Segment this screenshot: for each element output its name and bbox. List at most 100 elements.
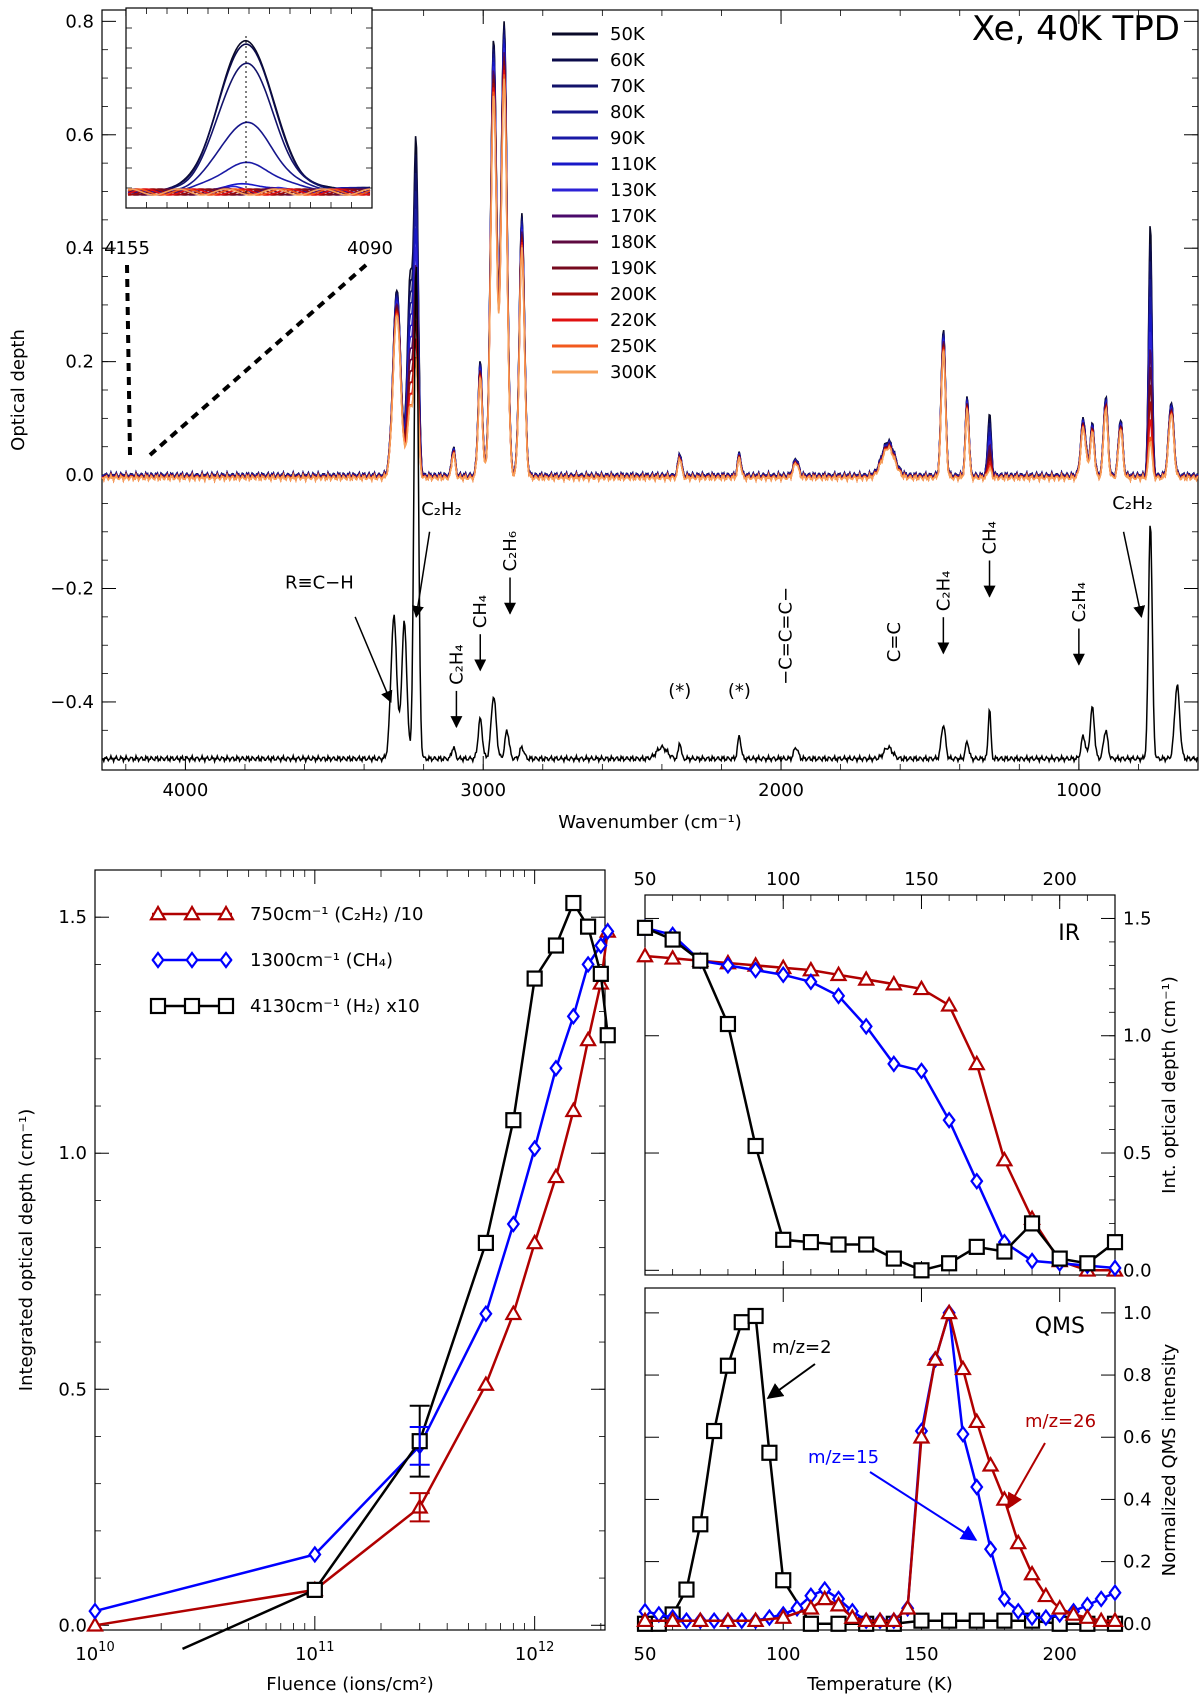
qms-y-tick-label: 0.0	[1123, 1614, 1152, 1635]
fluence-y-tick-label: 1.5	[58, 907, 87, 928]
spectra-x-label: Wavenumber (cm⁻¹)	[558, 812, 742, 833]
qms-point	[1023, 1564, 1041, 1581]
ir-point	[636, 946, 654, 963]
ir-point	[1025, 1252, 1039, 1270]
ir-point	[804, 972, 818, 991]
ir-point	[1051, 1250, 1068, 1267]
x-tick-label: 3000	[460, 780, 506, 801]
qms-arrow-mz15	[869, 1471, 978, 1541]
qms-y-tick-label: 1.0	[1123, 1303, 1152, 1324]
qms-point	[913, 1612, 930, 1629]
qms-series-line	[644, 1312, 1116, 1622]
qms-point	[926, 1350, 945, 1366]
ir-panel: 0.0 0.5 1.0 1.5 50 100 150 200 IR Int. optical …	[634, 869, 1180, 1281]
annotation-c2h2-right-label: C₂H₂	[1112, 493, 1153, 514]
inset-line	[127, 188, 371, 196]
ir-frame	[644, 894, 1116, 1276]
ir-point	[802, 1234, 819, 1251]
fluence-point	[525, 1233, 544, 1250]
ir-x-tick-label: 150	[904, 869, 938, 890]
inset-frame	[125, 7, 373, 209]
qms-y-tick-label: 0.2	[1123, 1552, 1152, 1573]
ir-point	[636, 919, 654, 936]
y-tick-label: −0.4	[50, 692, 94, 713]
qms-label-mz15: m/z=15	[808, 1447, 879, 1468]
ir-point	[996, 1243, 1013, 1260]
difference-spectrum-line	[101, 266, 1199, 765]
ir-point	[776, 965, 790, 984]
figure-title: Xe, 40K TPD	[972, 9, 1180, 49]
vertical-label: −C=C=C−	[776, 587, 797, 685]
ir-point	[830, 1236, 847, 1253]
ir-series-line	[644, 926, 1116, 1272]
spectra-panel: Xe, 40K TPD 0.8 0.6 0.4 0.2 0.0 −0.2 −0.4 4000…	[8, 7, 1199, 833]
legend-label-180K: 180K	[610, 232, 657, 253]
qms-point	[663, 1611, 682, 1628]
tick-exponent: 12	[538, 1640, 555, 1655]
fluence-series-line	[94, 931, 609, 1627]
legend-label-200K: 200K	[610, 284, 657, 305]
fluence-point	[528, 1139, 542, 1158]
fluence-point	[506, 1215, 520, 1233]
fluence-point	[86, 1616, 104, 1632]
ir-ticks: 0.0 0.5 1.0 1.5 50 100 150 200	[634, 869, 1152, 1281]
tick-base: 10	[515, 1644, 538, 1665]
vertical-label: C₂H₄	[933, 571, 954, 612]
fluence-x-tick-label: 1012	[515, 1640, 554, 1665]
annotation-c2h2-label: C₂H₂	[421, 499, 462, 520]
ir-y-label: Int. optical depth (cm⁻¹)	[1159, 976, 1180, 1194]
fluence-legend-marker	[219, 951, 233, 969]
vertical-label: CH₄	[980, 521, 1001, 554]
ir-panel-label: IR	[1058, 921, 1080, 946]
qms-point	[1050, 1599, 1069, 1615]
qms-point	[871, 1611, 889, 1628]
fluence-point	[564, 1101, 583, 1118]
qms-point	[733, 1314, 750, 1331]
ir-point	[1023, 1215, 1041, 1232]
qms-point	[678, 1581, 695, 1598]
ir-point	[719, 1015, 737, 1033]
qms-point	[815, 1589, 834, 1606]
ir-point	[1079, 1255, 1096, 1272]
legend-label-130K: 130K	[610, 180, 657, 201]
fluence-legend-marker	[149, 997, 167, 1015]
qms-point	[941, 1612, 958, 1629]
ir-point	[692, 952, 709, 969]
qms-point	[706, 1422, 723, 1440]
qms-y-label: Normalized QMS intensity	[1159, 1343, 1180, 1576]
qms-point	[954, 1359, 972, 1376]
qms-point	[940, 1303, 959, 1320]
star-label: (*)	[728, 680, 751, 701]
fluence-point	[88, 1602, 102, 1620]
ir-point	[831, 987, 846, 1005]
ir-point	[721, 956, 735, 975]
qms-panel-label: QMS	[1035, 1314, 1085, 1339]
qms-point	[1036, 1586, 1055, 1603]
fluence-point	[549, 1059, 563, 1078]
qms-x-tick-label: 150	[904, 1644, 938, 1665]
qms-point	[774, 1608, 793, 1624]
qms-series-line	[645, 1314, 1115, 1626]
ir-point	[884, 974, 903, 991]
fluence-legend-marker	[185, 951, 199, 969]
qms-point	[636, 1611, 654, 1628]
spectrum-line-300K	[101, 78, 1199, 484]
ir-y-tick-label: 1.5	[1123, 908, 1152, 929]
ir-point	[748, 961, 763, 979]
y-tick-label: 0.8	[65, 11, 94, 32]
qms-point	[719, 1611, 737, 1628]
fluence-legend-label: 750cm⁻¹ (C₂H₂) /10	[250, 904, 424, 925]
vertical-label: C₂H₄	[1069, 582, 1090, 623]
ir-point	[940, 996, 959, 1012]
qms-point	[996, 1612, 1013, 1629]
qms-point	[981, 1456, 1000, 1472]
ir-point	[1108, 1259, 1122, 1277]
fluence-y-tick-label: 1.0	[58, 1143, 87, 1164]
qms-point	[829, 1595, 848, 1612]
qms-point	[801, 1599, 820, 1615]
qms-point	[762, 1608, 777, 1627]
qms-point	[898, 1599, 917, 1615]
qms-arrow-mz2	[766, 1363, 816, 1399]
inset-x-label-right: 4090	[347, 238, 393, 259]
